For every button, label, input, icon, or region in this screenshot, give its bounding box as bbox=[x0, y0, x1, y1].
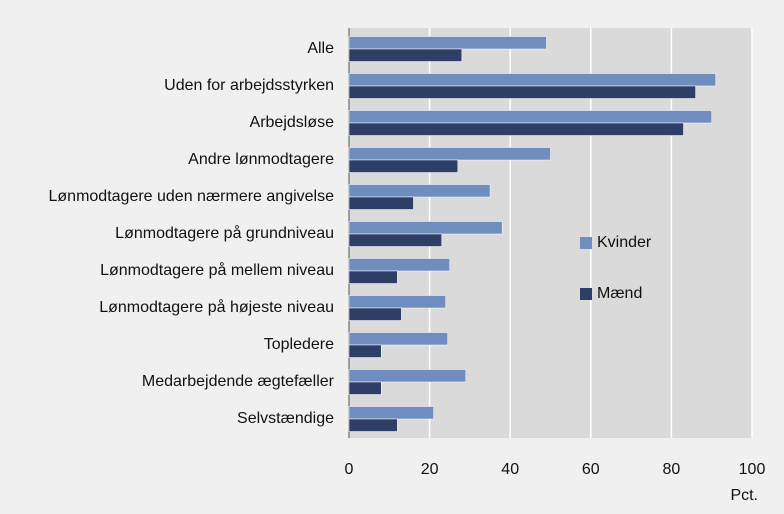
bar bbox=[348, 221, 503, 235]
bar bbox=[348, 110, 712, 124]
bar bbox=[348, 159, 459, 173]
bar bbox=[348, 406, 434, 420]
x-axis-label: Pct. bbox=[730, 487, 758, 504]
bar bbox=[348, 147, 551, 161]
bar bbox=[348, 418, 398, 432]
x-tick-label: 40 bbox=[501, 461, 519, 478]
bar bbox=[348, 258, 450, 272]
x-tick-label: 80 bbox=[663, 461, 681, 478]
bar bbox=[348, 73, 716, 87]
y-tick-label: Alle bbox=[307, 40, 334, 57]
y-tick-label: Lønmodtagere på mellem niveau bbox=[100, 261, 334, 279]
legend-swatch bbox=[580, 237, 592, 249]
bar bbox=[348, 48, 463, 62]
bar bbox=[348, 381, 382, 395]
y-tick-label: Arbejdsløse bbox=[250, 114, 335, 131]
bar bbox=[348, 332, 448, 346]
x-tick-label: 60 bbox=[582, 461, 600, 478]
bar bbox=[348, 233, 442, 247]
y-tick-label: Andre lønmodtagere bbox=[188, 151, 334, 168]
x-tick-label: 100 bbox=[739, 461, 766, 478]
bar bbox=[348, 295, 446, 309]
x-tick-label: 0 bbox=[345, 461, 354, 478]
legend-label: Kvinder bbox=[597, 234, 652, 251]
bar bbox=[348, 122, 684, 136]
y-tick-label: Lønmodtagere på højeste niveau bbox=[99, 298, 334, 316]
y-tick-label: Uden for arbejdsstyrken bbox=[164, 77, 334, 94]
bar bbox=[348, 369, 467, 383]
bar bbox=[348, 85, 696, 99]
x-tick-label: 20 bbox=[421, 461, 439, 478]
legend-label: Mænd bbox=[597, 285, 642, 302]
y-tick-label: Lønmodtagere på grundniveau bbox=[115, 224, 334, 242]
bar bbox=[348, 36, 547, 50]
y-tick-label: Selvstændige bbox=[237, 410, 334, 427]
bar bbox=[348, 184, 491, 198]
bar bbox=[348, 270, 398, 284]
y-tick-label: Lønmodtagere uden nærmere angivelse bbox=[49, 188, 335, 205]
bar bbox=[348, 307, 402, 321]
bar bbox=[348, 196, 414, 210]
bar bbox=[348, 344, 382, 358]
y-tick-label: Medarbejdende ægtefæller bbox=[142, 373, 335, 390]
y-tick-label: Topledere bbox=[264, 336, 334, 353]
legend-swatch bbox=[580, 288, 592, 300]
